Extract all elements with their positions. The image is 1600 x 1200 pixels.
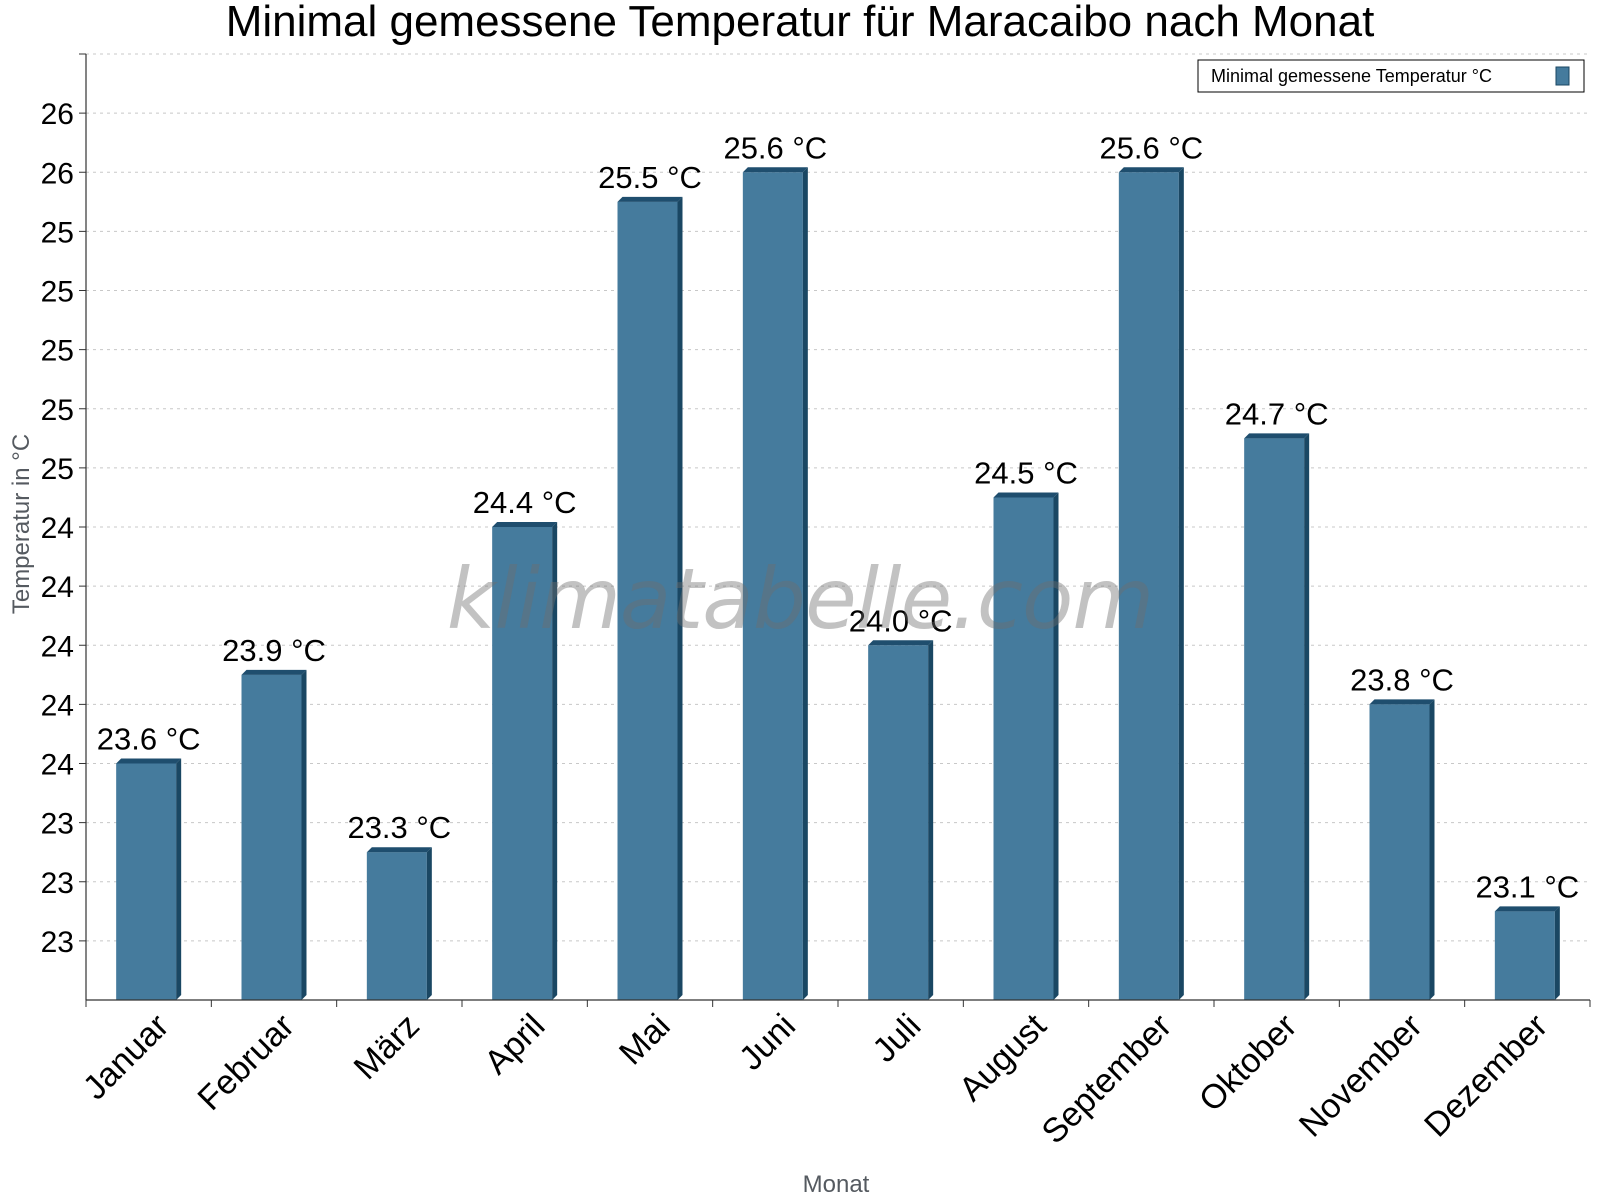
bar-front	[868, 645, 928, 1000]
y-tick-label: 26	[41, 157, 74, 190]
x-tick-label: März	[347, 1007, 427, 1087]
x-tick-label: September	[1035, 1007, 1179, 1151]
data-label: 23.6 °C	[97, 722, 201, 757]
grid-lines	[86, 54, 1590, 941]
bar-front	[242, 675, 302, 1000]
data-label: 24.4 °C	[473, 485, 577, 520]
x-tick-label: November	[1292, 1007, 1430, 1145]
x-tick-label: Februar	[191, 1007, 302, 1118]
x-tick-label: Mai	[612, 1007, 678, 1073]
bar-dezember: 23.1 °C	[1475, 869, 1579, 1000]
x-axis: Januar Februar März April Mai Juni Juli AugustS…	[76, 1000, 1590, 1151]
data-label: 25.5 °C	[598, 160, 702, 195]
data-label: 24.5 °C	[974, 455, 1078, 490]
watermark: klimatabelle.com	[447, 550, 1154, 648]
bar-top	[618, 197, 683, 202]
x-tick-label: August	[952, 1006, 1054, 1108]
legend: Minimal gemessene Temperatur °C	[1198, 60, 1584, 92]
y-tick-label: 23	[41, 867, 74, 900]
bar-side	[427, 847, 432, 1000]
bar-top	[1495, 906, 1560, 911]
bar-top	[1119, 167, 1184, 172]
bar-top	[367, 847, 432, 852]
bar-märz: 23.3 °C	[347, 810, 451, 1000]
data-label: 23.1 °C	[1475, 869, 1579, 904]
bar-front	[1244, 438, 1304, 1000]
y-tick-label: 26	[41, 98, 74, 131]
bar-front	[1370, 704, 1430, 1000]
y-tick-label: 24	[41, 512, 74, 545]
bar-side	[1179, 167, 1184, 1000]
chart-title: Minimal gemessene Temperatur für Maracai…	[226, 0, 1375, 46]
x-tick-label: Januar	[76, 1007, 176, 1107]
bar-side	[176, 759, 181, 1001]
y-tick-label: 24	[41, 749, 74, 782]
y-axis-title: Temperatur in °C	[8, 434, 35, 614]
data-label: 25.6 °C	[1099, 130, 1203, 165]
bar-side	[1430, 699, 1435, 1000]
x-tick-label: Dezember	[1417, 1007, 1555, 1145]
y-tick-label: 25	[41, 394, 74, 427]
data-label: 25.6 °C	[723, 130, 827, 165]
x-tick-label: Juli	[865, 1007, 928, 1070]
y-tick-label: 24	[41, 630, 74, 663]
data-label: 23.3 °C	[347, 810, 451, 845]
data-label: 23.9 °C	[222, 633, 326, 668]
y-tick-label: 23	[41, 926, 74, 959]
bar-top	[743, 167, 808, 172]
y-tick-label: 25	[41, 453, 74, 486]
y-tick-label: 25	[41, 216, 74, 249]
x-axis-title: Monat	[803, 1171, 870, 1198]
y-tick-label: 25	[41, 276, 74, 309]
bar-side	[1304, 433, 1309, 1000]
bar-top	[1244, 433, 1309, 438]
x-tick-label: Oktober	[1192, 1007, 1304, 1119]
bar-side	[928, 640, 933, 1000]
y-tick-label: 24	[41, 571, 74, 604]
bar-top	[1370, 699, 1435, 704]
bar-side	[1555, 906, 1560, 1000]
bar-top	[994, 492, 1059, 497]
legend-label: Minimal gemessene Temperatur °C	[1211, 66, 1492, 86]
bar-side	[302, 670, 307, 1000]
bar-top	[116, 759, 181, 764]
bar-februar: 23.9 °C	[222, 633, 326, 1000]
bar-front	[1495, 911, 1555, 1000]
legend-swatch	[1556, 67, 1569, 85]
y-tick-label: 23	[41, 808, 74, 841]
y-tick-label: 24	[41, 689, 74, 722]
data-label: 24.7 °C	[1225, 396, 1329, 431]
y-tick-label: 25	[41, 335, 74, 368]
x-tick-label: Juni	[732, 1007, 803, 1078]
bar-front	[116, 764, 176, 1001]
data-label: 23.8 °C	[1350, 662, 1454, 697]
x-tick-label: April	[477, 1007, 552, 1082]
bar-top	[492, 522, 557, 527]
y-axis: 23 23 23 24 24 24 24 24 25 25 25 25 25 26 26	[41, 54, 86, 1000]
bar-top	[242, 670, 307, 675]
bar-august: 24.5 °C	[974, 455, 1078, 1000]
bar-oktober: 24.7 °C	[1225, 396, 1329, 1000]
bar-november: 23.8 °C	[1350, 662, 1454, 1000]
bar-front	[367, 852, 427, 1000]
